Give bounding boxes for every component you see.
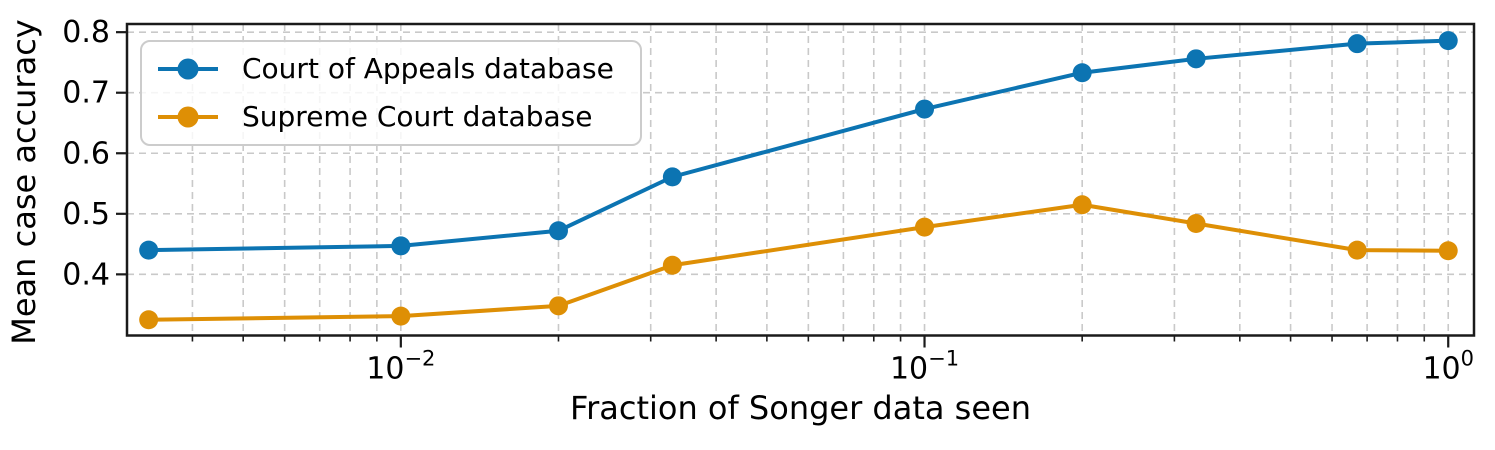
plot-border: [125, 22, 1476, 337]
y-tick-label: 0.5: [62, 197, 110, 232]
series-line-1: [146, 202, 1451, 322]
data-point-marker: [139, 240, 159, 260]
data-point-marker: [1186, 49, 1206, 69]
x-tick-label: 100: [1422, 347, 1474, 387]
data-point-marker: [548, 296, 568, 316]
y-tick-label: 0.6: [62, 136, 110, 171]
x-tick-label: 10−2: [366, 347, 435, 387]
data-point-marker: [1186, 213, 1206, 233]
legend-item-court-of-appeals: Court of Appeals database: [156, 54, 614, 84]
data-point-marker: [391, 236, 411, 256]
data-point-marker: [1347, 34, 1367, 54]
legend-line-marker-icon: [158, 58, 218, 80]
data-point-marker: [662, 255, 682, 275]
data-point-marker: [915, 99, 935, 119]
y-axis-label: Mean case accuracy: [5, 19, 43, 345]
data-point-marker: [548, 221, 568, 241]
data-point-marker: [1072, 63, 1092, 83]
y-tick-label: 0.4: [62, 257, 110, 292]
data-point-marker: [1072, 195, 1092, 215]
data-point-marker: [915, 217, 935, 237]
x-axis-label: Fraction of Songer data seen: [570, 389, 1031, 427]
data-point-marker: [662, 167, 682, 187]
legend-label-court-of-appeals: Court of Appeals database: [242, 52, 614, 85]
data-point-marker: [1438, 31, 1458, 51]
legend-line-marker-icon: [158, 106, 218, 128]
data-point-marker: [391, 306, 411, 326]
legend: Court of Appeals database Supreme Court …: [140, 40, 642, 146]
data-point-marker: [1347, 240, 1367, 260]
y-tick-label: 0.8: [62, 15, 110, 50]
x-tick-label: 10−1: [890, 347, 959, 387]
data-point-marker: [1438, 241, 1458, 261]
legend-label-supreme-court: Supreme Court database: [242, 100, 593, 133]
y-tick-label: 0.7: [62, 76, 110, 111]
legend-item-supreme-court: Supreme Court database: [156, 102, 614, 132]
data-point-marker: [139, 310, 159, 330]
